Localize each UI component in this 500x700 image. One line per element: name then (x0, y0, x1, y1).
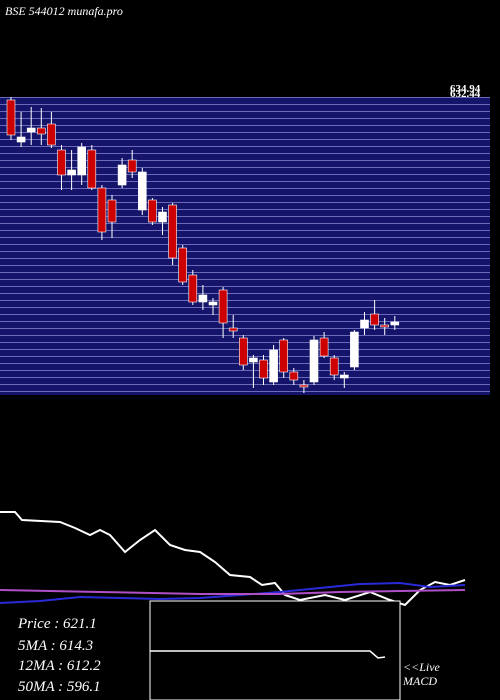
candle-body (249, 357, 258, 363)
candle-body (380, 324, 390, 328)
candle-body (6, 99, 16, 136)
candle-body (117, 164, 127, 186)
price-label: 632.44 (450, 88, 481, 100)
stat: 50MA : 596.1 (18, 679, 101, 695)
stat: 5MA : 614.3 (18, 638, 93, 654)
candle-body (299, 384, 309, 388)
price-label: 634.94 (450, 83, 481, 95)
candle-body (390, 321, 400, 326)
candle-body (198, 294, 208, 303)
candle-body (47, 123, 56, 146)
macd-label: MACD (402, 674, 437, 688)
candle-body (26, 127, 36, 133)
candle-body (158, 211, 167, 223)
candle-body (36, 127, 46, 135)
ma-line (0, 581, 466, 604)
candle-body (329, 357, 339, 376)
candle-body (87, 149, 97, 189)
candle-body (259, 359, 268, 379)
candle-body (218, 289, 228, 324)
candle-body (178, 247, 187, 283)
candle-body (350, 331, 359, 368)
candle-body (319, 337, 329, 357)
chart-title: BSE 544012 munafa.pro (5, 4, 123, 18)
candle-body (127, 159, 137, 173)
candle-body (360, 319, 369, 329)
candle-body (77, 146, 86, 176)
candle-body (188, 274, 198, 303)
macd-label: <<Live (403, 660, 441, 674)
candle-body (208, 301, 218, 306)
ma-line (0, 589, 466, 595)
candle-body (339, 374, 349, 379)
candle-body (309, 339, 319, 383)
candle-body (279, 339, 289, 373)
candle-body (168, 204, 177, 259)
candle-body (107, 199, 117, 223)
candle-body (239, 337, 248, 366)
candle-body (57, 149, 66, 176)
stat: 12MA : 612.2 (18, 658, 101, 674)
candle-body (269, 349, 278, 383)
macd-line (150, 650, 386, 659)
candle-body (97, 187, 107, 233)
candle-body (289, 371, 299, 381)
candle-body (138, 171, 147, 211)
candle-body (370, 313, 379, 326)
candle-body (16, 136, 26, 143)
candle-body (67, 169, 76, 176)
stat: Price : 621.1 (17, 616, 97, 632)
candle-body (148, 199, 157, 223)
candle-body (228, 327, 238, 332)
